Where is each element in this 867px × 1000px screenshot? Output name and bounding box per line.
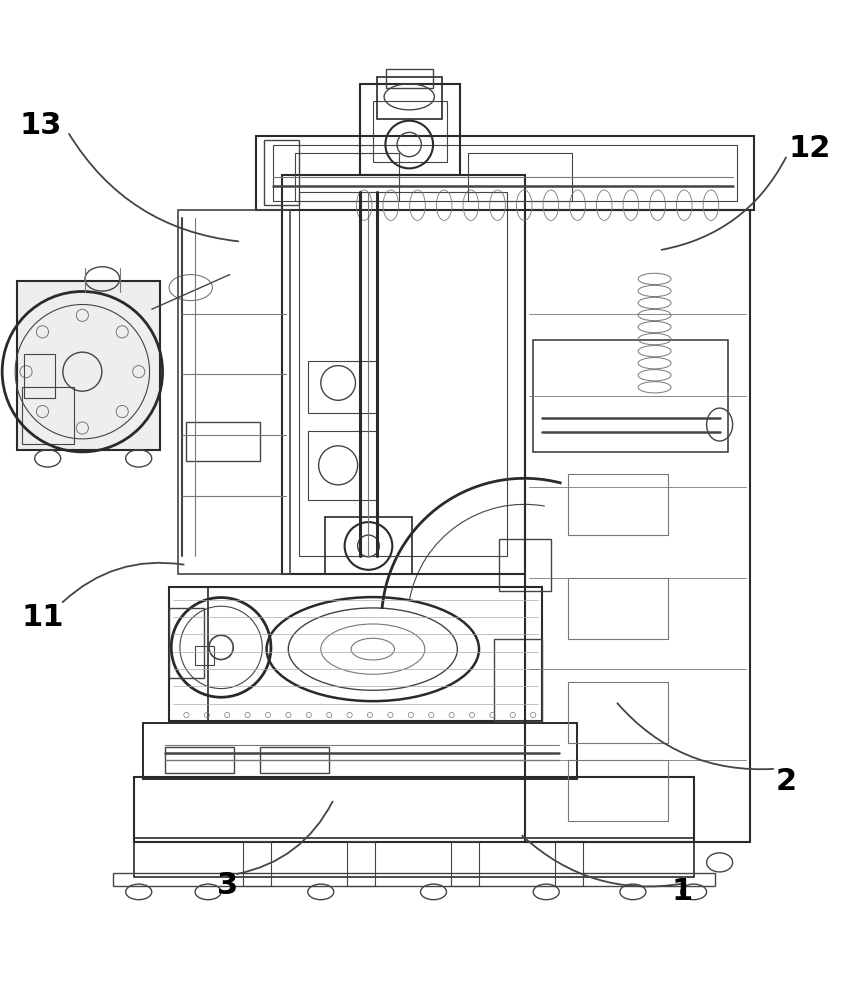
Bar bbox=[243, 841, 271, 886]
Text: 11: 11 bbox=[22, 603, 64, 632]
Bar bbox=[178, 210, 290, 574]
Bar bbox=[360, 84, 460, 175]
Bar bbox=[256, 136, 754, 210]
Text: 13: 13 bbox=[19, 111, 62, 140]
Bar bbox=[325, 517, 412, 574]
Bar bbox=[260, 747, 329, 773]
Bar bbox=[533, 340, 728, 452]
Bar bbox=[113, 873, 715, 886]
Bar bbox=[568, 682, 668, 743]
Bar bbox=[295, 153, 399, 201]
Bar bbox=[143, 723, 577, 779]
Text: 1: 1 bbox=[672, 877, 694, 906]
Bar bbox=[165, 747, 234, 773]
Bar bbox=[24, 354, 55, 398]
Bar bbox=[377, 77, 442, 119]
Bar bbox=[499, 539, 551, 591]
Bar bbox=[17, 281, 160, 450]
Bar bbox=[195, 646, 214, 665]
Bar bbox=[169, 587, 542, 721]
Bar bbox=[494, 639, 542, 721]
Bar bbox=[273, 145, 737, 201]
Bar bbox=[169, 587, 208, 721]
Text: 3: 3 bbox=[217, 871, 238, 900]
Bar bbox=[299, 192, 507, 556]
Bar bbox=[568, 578, 668, 639]
Text: 12: 12 bbox=[789, 134, 831, 163]
Bar bbox=[308, 431, 377, 500]
Bar bbox=[525, 210, 750, 842]
Bar bbox=[134, 838, 694, 877]
Bar bbox=[264, 140, 299, 205]
Bar bbox=[568, 474, 668, 535]
Bar bbox=[468, 153, 572, 201]
Bar bbox=[186, 422, 260, 461]
Bar bbox=[169, 608, 204, 678]
Bar bbox=[555, 841, 583, 886]
Bar bbox=[282, 175, 525, 574]
Text: 2: 2 bbox=[776, 767, 797, 796]
Bar bbox=[451, 841, 479, 886]
Bar bbox=[134, 777, 694, 842]
Bar bbox=[373, 101, 447, 162]
Bar bbox=[22, 387, 74, 444]
Bar bbox=[347, 841, 375, 886]
Bar bbox=[386, 69, 434, 88]
Bar bbox=[308, 361, 377, 413]
Bar bbox=[568, 760, 668, 821]
